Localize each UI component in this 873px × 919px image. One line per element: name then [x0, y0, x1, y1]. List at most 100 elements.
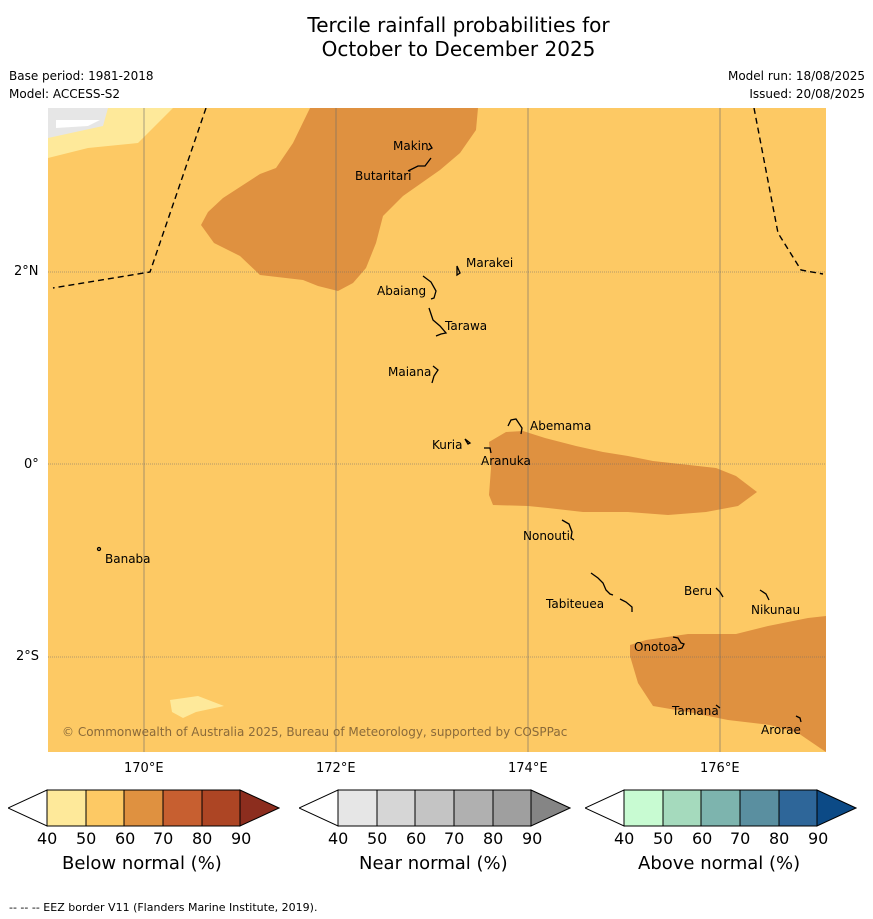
shade-white-topleft — [56, 120, 100, 128]
cb2-tick-70: 70 — [444, 829, 465, 848]
island-label-kuria: Kuria — [432, 438, 463, 452]
parallels — [48, 271, 826, 658]
cb2-tick-60: 60 — [406, 829, 427, 848]
cb1-tick-80: 80 — [192, 829, 213, 848]
island-shape-butaritari — [407, 157, 432, 172]
shade-below-60-southeast — [630, 616, 826, 752]
eez-border-west — [52, 108, 207, 289]
island-label-aranuka: Aranuka — [481, 454, 531, 468]
island-shape-kuria — [464, 438, 472, 445]
cb2-tick-90: 90 — [522, 829, 543, 848]
map-panel: Makin Butaritari Marakei Abaiang Tarawa … — [48, 108, 826, 752]
island-label-banaba: Banaba — [105, 552, 151, 566]
cb3-seg-0 — [585, 789, 625, 827]
colorbar-near-normal — [299, 789, 571, 827]
island-shape-beru — [715, 587, 724, 598]
island-label-nonouti: Nonouti — [523, 529, 570, 543]
island-shape-marakei — [456, 265, 461, 277]
island-label-maiana: Maiana — [388, 365, 431, 379]
island-shape-maiana — [431, 365, 439, 384]
graticule — [143, 108, 721, 752]
cb1-seg-6 — [239, 789, 280, 827]
shade-below-60-equator — [489, 431, 757, 515]
cb1-tick-60: 60 — [115, 829, 136, 848]
cb1-tick-40: 40 — [37, 829, 58, 848]
cb1-seg-5 — [201, 789, 241, 827]
island-shape-nonouti — [561, 519, 575, 541]
cb3-seg-5 — [778, 789, 818, 827]
cb2-seg-5 — [492, 789, 532, 827]
island-label-nikunau: Nikunau — [751, 603, 800, 617]
island-shape-onotoa — [672, 636, 685, 650]
island-label-tarawa: Tarawa — [444, 319, 487, 333]
cb3-seg-6 — [816, 789, 857, 827]
eez-borders — [52, 108, 824, 289]
island-outlines — [96, 142, 802, 723]
cb3-seg-4 — [739, 789, 780, 827]
lat-label-2n: 2°N — [14, 264, 39, 279]
title-line-1: Tercile rainfall probabilities for — [307, 13, 610, 37]
island-label-tamana: Tamana — [671, 704, 719, 718]
base-period-text: Base period: 1981-2018 — [9, 69, 154, 83]
cb2-tick-50: 50 — [367, 829, 388, 848]
island-label-abemama: Abemama — [530, 419, 591, 433]
cb1-seg-3 — [123, 789, 164, 827]
island-shape-aranuka — [484, 447, 492, 454]
cb3-seg-3 — [700, 789, 741, 827]
island-labels: Makin Butaritari Marakei Abaiang Tarawa … — [105, 139, 801, 737]
colorbar-above-normal — [585, 789, 857, 827]
lat-label-0: 0° — [24, 457, 39, 472]
island-shape-makin — [427, 142, 433, 151]
island-shape-abemama — [507, 418, 523, 435]
island-label-makin: Makin — [393, 139, 429, 153]
cb3-title: Above normal (%) — [638, 853, 801, 874]
cb2-seg-4 — [453, 789, 494, 827]
eez-border-east — [753, 108, 824, 275]
cb2-seg-1 — [337, 789, 378, 827]
island-label-butaritari: Butaritari — [355, 169, 412, 183]
cb2-seg-3 — [414, 789, 455, 827]
cb1-seg-0 — [8, 789, 48, 827]
cb2-seg-2 — [376, 789, 416, 827]
island-label-onotoa: Onotoa — [634, 640, 678, 654]
cb2-tick-80: 80 — [483, 829, 504, 848]
cb1-tick-90: 90 — [231, 829, 252, 848]
cb1-tick-50: 50 — [76, 829, 97, 848]
eez-footer-note: -- -- -- EEZ border V11 (Flanders Marine… — [9, 901, 318, 914]
island-shape-tamana — [715, 704, 721, 709]
cb2-tick-40: 40 — [328, 829, 349, 848]
shade-below-60-north — [201, 108, 478, 291]
cb3-tick-50: 50 — [653, 829, 674, 848]
cb2-seg-6 — [530, 789, 571, 827]
cb3-tick-70: 70 — [730, 829, 751, 848]
cb3-tick-60: 60 — [692, 829, 713, 848]
cb1-seg-2 — [85, 789, 125, 827]
model-run-text: Model run: 18/08/2025 — [727, 69, 865, 83]
island-shape-arorae — [795, 715, 802, 723]
island-shape-abaiang — [422, 275, 437, 300]
island-label-abaiang: Abaiang — [377, 284, 426, 298]
copyright-text: © Commonwealth of Australia 2025, Bureau… — [62, 725, 567, 739]
lon-label-174e: 174°E — [508, 761, 548, 776]
lon-label-172e: 172°E — [316, 761, 356, 776]
island-label-arorae: Arorae — [761, 723, 801, 737]
shade-below-50-bottom — [170, 696, 224, 718]
island-shape-tabiteuea-s — [619, 598, 633, 612]
island-shape-tarawa — [428, 307, 448, 337]
island-label-beru: Beru — [684, 584, 712, 598]
colorbar-below-normal — [8, 789, 280, 827]
model-text: Model: ACCESS-S2 — [9, 87, 121, 101]
island-label-tabiteuea: Tabiteuea — [545, 597, 604, 611]
island-shape-banaba — [96, 546, 102, 552]
cb3-tick-80: 80 — [769, 829, 790, 848]
cb3-seg-2 — [662, 789, 702, 827]
cb3-tick-40: 40 — [614, 829, 635, 848]
island-label-marakei: Marakei — [466, 256, 513, 270]
cb2-seg-0 — [299, 789, 339, 827]
lat-label-2s: 2°S — [16, 649, 40, 664]
cb2-title: Near normal (%) — [359, 853, 508, 874]
cb1-tick-70: 70 — [153, 829, 174, 848]
cb1-seg-4 — [162, 789, 203, 827]
cb3-seg-1 — [623, 789, 664, 827]
cb1-seg-1 — [46, 789, 87, 827]
